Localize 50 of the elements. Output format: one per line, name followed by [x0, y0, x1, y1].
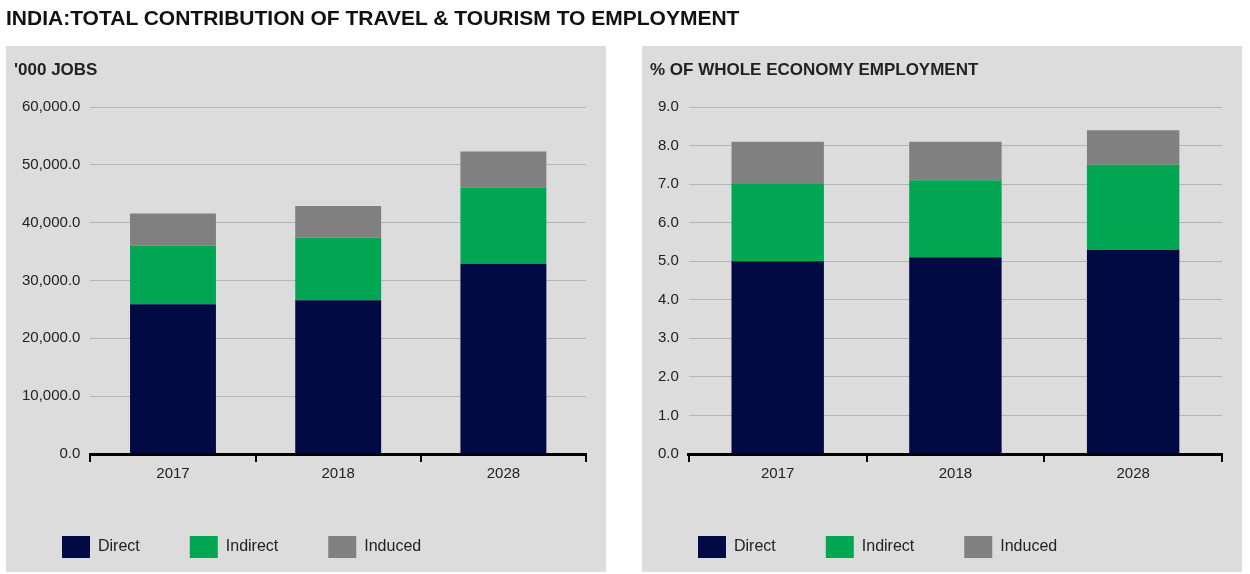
y-tick-label: 8.0	[657, 135, 679, 153]
x-tick-label: 2028	[1116, 464, 1150, 482]
y-tick-label: 3.0	[657, 328, 679, 346]
bar	[295, 237, 382, 301]
y-tick-label: 6.0	[657, 212, 679, 230]
y-tick-label: 9.0	[657, 97, 679, 115]
y-tick-label: 1.0	[657, 405, 679, 423]
bar	[460, 151, 547, 188]
y-tick-label: 30,000.0	[22, 270, 81, 288]
y-tick-label: 5.0	[657, 251, 679, 269]
bar	[295, 300, 382, 454]
legend-label: Direct	[98, 537, 141, 555]
legend-label: Indirect	[861, 537, 915, 555]
y-tick-label: 40,000.0	[22, 212, 81, 230]
bar	[295, 205, 382, 238]
bar	[460, 263, 547, 454]
chart-subtitle: '000 JOBS	[14, 60, 98, 80]
legend-label: Indirect	[225, 537, 279, 555]
x-tick-label: 2017	[761, 464, 795, 482]
bar	[909, 141, 1002, 181]
bar	[460, 187, 547, 264]
y-tick-label: 60,000.0	[22, 97, 81, 115]
legend-label: Induced	[364, 537, 422, 555]
y-tick-label: 0.0	[59, 444, 81, 462]
y-tick-label: 10,000.0	[22, 386, 81, 404]
bar	[909, 180, 1002, 258]
bar	[909, 257, 1002, 454]
legend-label: Direct	[734, 537, 777, 555]
y-tick-label: 20,000.0	[22, 328, 81, 346]
y-tick-label: 2.0	[657, 367, 679, 385]
bar	[130, 245, 216, 305]
bar	[731, 141, 824, 185]
bar	[731, 184, 824, 262]
bar	[1086, 164, 1180, 250]
y-tick-label: 7.0	[657, 174, 679, 192]
chart-subtitle: % OF WHOLE ECONOMY EMPLOYMENT	[650, 60, 979, 80]
chart-title: INDIA:TOTAL CONTRIBUTION OF TRAVEL & TOURISM TO EMPLOYMENT	[6, 6, 740, 30]
y-tick-label: 50,000.0	[22, 154, 81, 172]
bar	[1086, 130, 1180, 165]
y-tick-label: 4.0	[657, 289, 679, 307]
x-tick-label: 2017	[156, 464, 190, 482]
legend-label: Induced	[1000, 537, 1058, 555]
x-tick-label: 2018	[321, 464, 355, 482]
y-tick-label: 0.0	[657, 444, 679, 462]
bar	[130, 213, 216, 246]
bar	[1086, 249, 1180, 454]
x-tick-label: 2018	[938, 464, 973, 482]
bar	[731, 261, 824, 454]
x-tick-label: 2028	[486, 464, 521, 482]
bar	[130, 304, 216, 454]
